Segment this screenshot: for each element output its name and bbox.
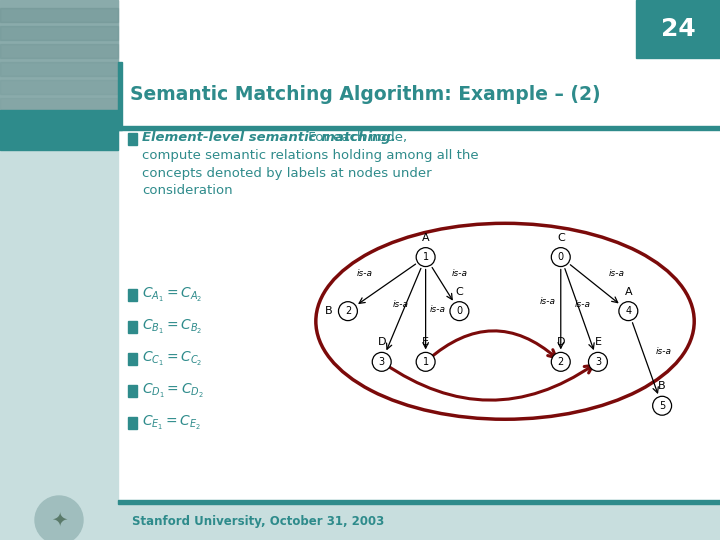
Text: $\mathit{C}_{E_1}$$ = \mathit{C}_{E_2}$: $\mathit{C}_{E_1}$$ = \mathit{C}_{E_2}$ xyxy=(142,414,201,432)
Bar xyxy=(0,0,118,540)
Text: A: A xyxy=(624,287,632,296)
Text: A: A xyxy=(422,233,429,242)
Bar xyxy=(0,80,118,94)
Circle shape xyxy=(372,353,391,372)
Text: is-a: is-a xyxy=(575,300,590,309)
Circle shape xyxy=(35,496,83,540)
Text: B: B xyxy=(325,306,333,316)
Text: is-a: is-a xyxy=(357,269,373,279)
Bar xyxy=(0,110,118,150)
Text: For each node,: For each node, xyxy=(304,131,407,144)
Text: 0: 0 xyxy=(558,252,564,262)
Text: E: E xyxy=(422,338,429,347)
Circle shape xyxy=(416,248,435,267)
Text: D: D xyxy=(557,338,565,347)
Text: $\mathit{C}_{B_1}$$ = \mathit{C}_{B_2}$: $\mathit{C}_{B_1}$$ = \mathit{C}_{B_2}$ xyxy=(142,318,202,336)
Bar xyxy=(118,502,720,540)
Text: is-a: is-a xyxy=(608,269,624,279)
Bar xyxy=(0,0,118,112)
Text: $\mathit{C}_{D_1}$$ = \mathit{C}_{D_2}$: $\mathit{C}_{D_1}$$ = \mathit{C}_{D_2}$ xyxy=(142,382,204,400)
Bar xyxy=(0,8,118,22)
Text: 24: 24 xyxy=(661,17,696,41)
Bar xyxy=(118,126,720,130)
FancyArrowPatch shape xyxy=(384,363,593,400)
Text: $\mathit{C}_{C_1}$$ = \mathit{C}_{C_2}$: $\mathit{C}_{C_1}$$ = \mathit{C}_{C_2}$ xyxy=(142,350,202,368)
Bar xyxy=(128,133,137,145)
Text: Semantic Matching Algorithm: Example – (2): Semantic Matching Algorithm: Example – (… xyxy=(130,85,600,105)
Circle shape xyxy=(416,353,435,372)
Text: compute semantic relations holding among all the: compute semantic relations holding among… xyxy=(142,148,479,161)
Bar xyxy=(118,62,122,130)
Bar xyxy=(128,417,137,429)
Bar xyxy=(128,321,137,333)
Text: concepts denoted by labels at nodes under: concepts denoted by labels at nodes unde… xyxy=(142,166,431,179)
Bar xyxy=(0,62,118,76)
Text: 3: 3 xyxy=(595,357,601,367)
Text: is-a: is-a xyxy=(539,296,555,306)
Text: consideration: consideration xyxy=(142,185,233,198)
Text: $\mathit{C}_{A_1}$$ = \mathit{C}_{A_2}$: $\mathit{C}_{A_1}$$ = \mathit{C}_{A_2}$ xyxy=(142,286,202,304)
Text: is-a: is-a xyxy=(429,305,446,314)
Bar xyxy=(0,26,118,40)
Circle shape xyxy=(552,353,570,372)
Text: is-a: is-a xyxy=(656,347,672,356)
Circle shape xyxy=(552,248,570,267)
Text: 1: 1 xyxy=(423,357,428,367)
Text: 2: 2 xyxy=(345,306,351,316)
Text: 2: 2 xyxy=(558,357,564,367)
Text: 3: 3 xyxy=(379,357,384,367)
Circle shape xyxy=(619,302,638,321)
Bar xyxy=(128,353,137,365)
Text: 1: 1 xyxy=(423,252,428,262)
Text: is-a: is-a xyxy=(392,300,408,309)
Text: ✦: ✦ xyxy=(51,510,67,530)
Text: D: D xyxy=(377,338,386,347)
Text: 0: 0 xyxy=(456,306,462,316)
Text: E: E xyxy=(595,338,601,347)
Circle shape xyxy=(338,302,357,321)
Bar xyxy=(128,289,137,301)
Text: Stanford University, October 31, 2003: Stanford University, October 31, 2003 xyxy=(132,516,384,529)
Text: C: C xyxy=(557,233,564,242)
Circle shape xyxy=(588,353,608,372)
Circle shape xyxy=(450,302,469,321)
Bar xyxy=(128,385,137,397)
Text: C: C xyxy=(456,287,463,296)
Bar xyxy=(118,500,720,504)
Text: 5: 5 xyxy=(659,401,665,411)
Text: Element-level semantic matching.: Element-level semantic matching. xyxy=(142,131,396,144)
Text: B: B xyxy=(658,381,666,391)
Circle shape xyxy=(652,396,672,415)
Bar xyxy=(636,0,720,58)
Bar xyxy=(0,44,118,58)
Text: 4: 4 xyxy=(625,306,631,316)
Text: is-a: is-a xyxy=(451,269,467,279)
FancyArrowPatch shape xyxy=(428,331,556,360)
Bar xyxy=(0,98,118,112)
